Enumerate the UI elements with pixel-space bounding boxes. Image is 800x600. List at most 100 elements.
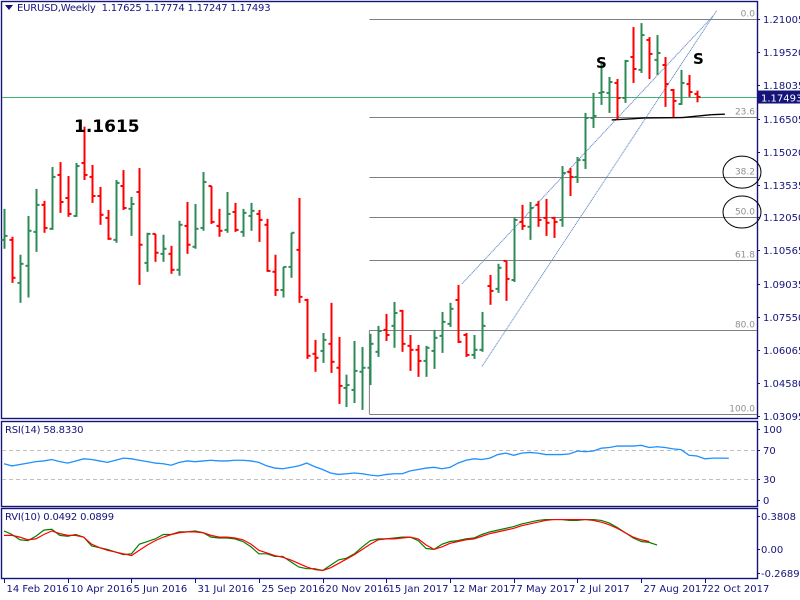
price-bar bbox=[73, 162, 80, 217]
x-tick-label: 31 Jul 2016 bbox=[198, 584, 255, 595]
price-bar bbox=[208, 185, 215, 224]
price-bar bbox=[343, 374, 350, 408]
rvi-signal-line bbox=[4, 518, 650, 572]
price-bar bbox=[590, 92, 597, 128]
price-bar bbox=[57, 162, 64, 213]
price-bar bbox=[328, 302, 335, 373]
price-bar bbox=[535, 200, 542, 227]
chart-title: EURUSD,Weekly 1.17625 1.17774 1.17247 1.… bbox=[3, 3, 271, 14]
fib-level-label: 0.0 bbox=[741, 10, 756, 20]
fib-level-label: 38.2 bbox=[735, 168, 755, 178]
rsi-y-tick-label: 70 bbox=[763, 446, 776, 457]
price-bar bbox=[200, 172, 207, 231]
price-bar bbox=[519, 204, 526, 230]
price-bar bbox=[17, 254, 24, 303]
price-bar bbox=[224, 192, 231, 233]
rvi-y-tick-label: -0.2689 bbox=[761, 569, 800, 580]
chart-annotation: 1.1615 bbox=[74, 117, 140, 137]
price-bar bbox=[25, 215, 32, 298]
price-bar bbox=[654, 35, 661, 75]
rsi-label: RSI(14) 58.8330 bbox=[5, 425, 84, 436]
neckline-segment bbox=[682, 113, 712, 119]
rvi-y-tick-label: 0.00 bbox=[761, 545, 783, 556]
y-tick-label: 1.09035 bbox=[763, 280, 800, 291]
x-tick-label: 5 Jun 2016 bbox=[134, 584, 188, 595]
price-bar bbox=[670, 88, 677, 118]
y-tick-label: 1.03095 bbox=[763, 412, 800, 423]
y-tick-label: 1.21005 bbox=[763, 15, 800, 26]
rvi-label: RVI(10) 0.0492 0.0899 bbox=[5, 512, 114, 523]
rsi-y-tick-label: 100 bbox=[763, 425, 782, 436]
price-bar bbox=[551, 216, 558, 238]
price-bar bbox=[41, 200, 48, 233]
price-bar bbox=[105, 209, 112, 240]
x-tick-label: 25 Sep 2016 bbox=[262, 584, 325, 595]
price-bar bbox=[375, 325, 382, 357]
x-tick-label: 12 Mar 2017 bbox=[453, 584, 516, 595]
y-tick-label: 1.04580 bbox=[763, 379, 800, 390]
x-tick-label: 20 Nov 2016 bbox=[326, 584, 390, 595]
price-bar bbox=[176, 220, 183, 276]
price-bar bbox=[264, 218, 271, 272]
price-bar bbox=[391, 301, 398, 348]
fib-level-label: 23.6 bbox=[735, 108, 755, 118]
rsi-y-tick-label: 30 bbox=[763, 475, 776, 486]
fib-level-label: 100.0 bbox=[729, 405, 755, 415]
price-bar bbox=[120, 170, 127, 210]
price-bar bbox=[630, 27, 637, 83]
rvi-main-line bbox=[3, 518, 658, 572]
chart-annotation: S bbox=[596, 54, 607, 72]
price-bar bbox=[248, 202, 255, 231]
price-bar bbox=[574, 156, 581, 183]
price-bar bbox=[280, 265, 287, 298]
price-bar bbox=[383, 313, 390, 341]
price-bar bbox=[447, 302, 454, 327]
ohlc-values: 1.17625 1.17774 1.17247 1.17493 bbox=[101, 3, 271, 14]
x-tick-label: 7 May 2017 bbox=[517, 584, 576, 595]
price-bar bbox=[351, 340, 358, 404]
price-bar bbox=[168, 245, 175, 274]
price-bar bbox=[678, 69, 685, 106]
price-bar bbox=[272, 254, 279, 296]
rsi-panel-frame bbox=[0, 420, 759, 508]
price-bar bbox=[543, 198, 550, 236]
price-bar bbox=[495, 263, 502, 293]
y-tick-label: 1.18035 bbox=[763, 81, 800, 92]
price-bar bbox=[463, 332, 470, 357]
price-bar bbox=[152, 232, 159, 262]
price-bar bbox=[606, 76, 613, 113]
ohlc-bars bbox=[1, 23, 701, 410]
price-bar bbox=[160, 234, 167, 262]
rsi-y-tick-label: 0 bbox=[763, 496, 769, 507]
y-tick-label: 1.16505 bbox=[763, 115, 800, 126]
y-tick-label: 1.19520 bbox=[763, 48, 800, 59]
price-bar bbox=[184, 201, 191, 254]
price-bar bbox=[113, 180, 120, 243]
price-bar bbox=[256, 209, 263, 242]
price-bar bbox=[89, 164, 96, 203]
price-bar bbox=[128, 196, 135, 236]
current-price-tag bbox=[758, 90, 800, 104]
dropdown-arrow-icon[interactable] bbox=[5, 5, 13, 10]
price-bar bbox=[1, 208, 8, 249]
circle-annotation-50-0 bbox=[722, 195, 762, 229]
price-bar bbox=[97, 186, 104, 225]
price-bar bbox=[694, 90, 701, 103]
price-bar bbox=[415, 344, 422, 377]
price-bar bbox=[567, 168, 574, 196]
price-bar bbox=[136, 168, 143, 285]
chart-annotation: S bbox=[693, 50, 704, 68]
y-tick-label: 1.10565 bbox=[763, 246, 800, 257]
price-bar bbox=[65, 176, 72, 217]
price-bar bbox=[614, 78, 621, 120]
price-bar bbox=[240, 208, 247, 237]
price-bar bbox=[487, 274, 494, 305]
price-bar bbox=[582, 112, 589, 169]
channel-line-lower bbox=[481, 9, 718, 367]
price-bar bbox=[216, 208, 223, 237]
x-tick-label: 14 Feb 2016 bbox=[7, 584, 69, 595]
price-bar bbox=[527, 201, 534, 240]
price-bar bbox=[511, 217, 518, 282]
x-tick-label: 15 Jan 2017 bbox=[389, 584, 449, 595]
